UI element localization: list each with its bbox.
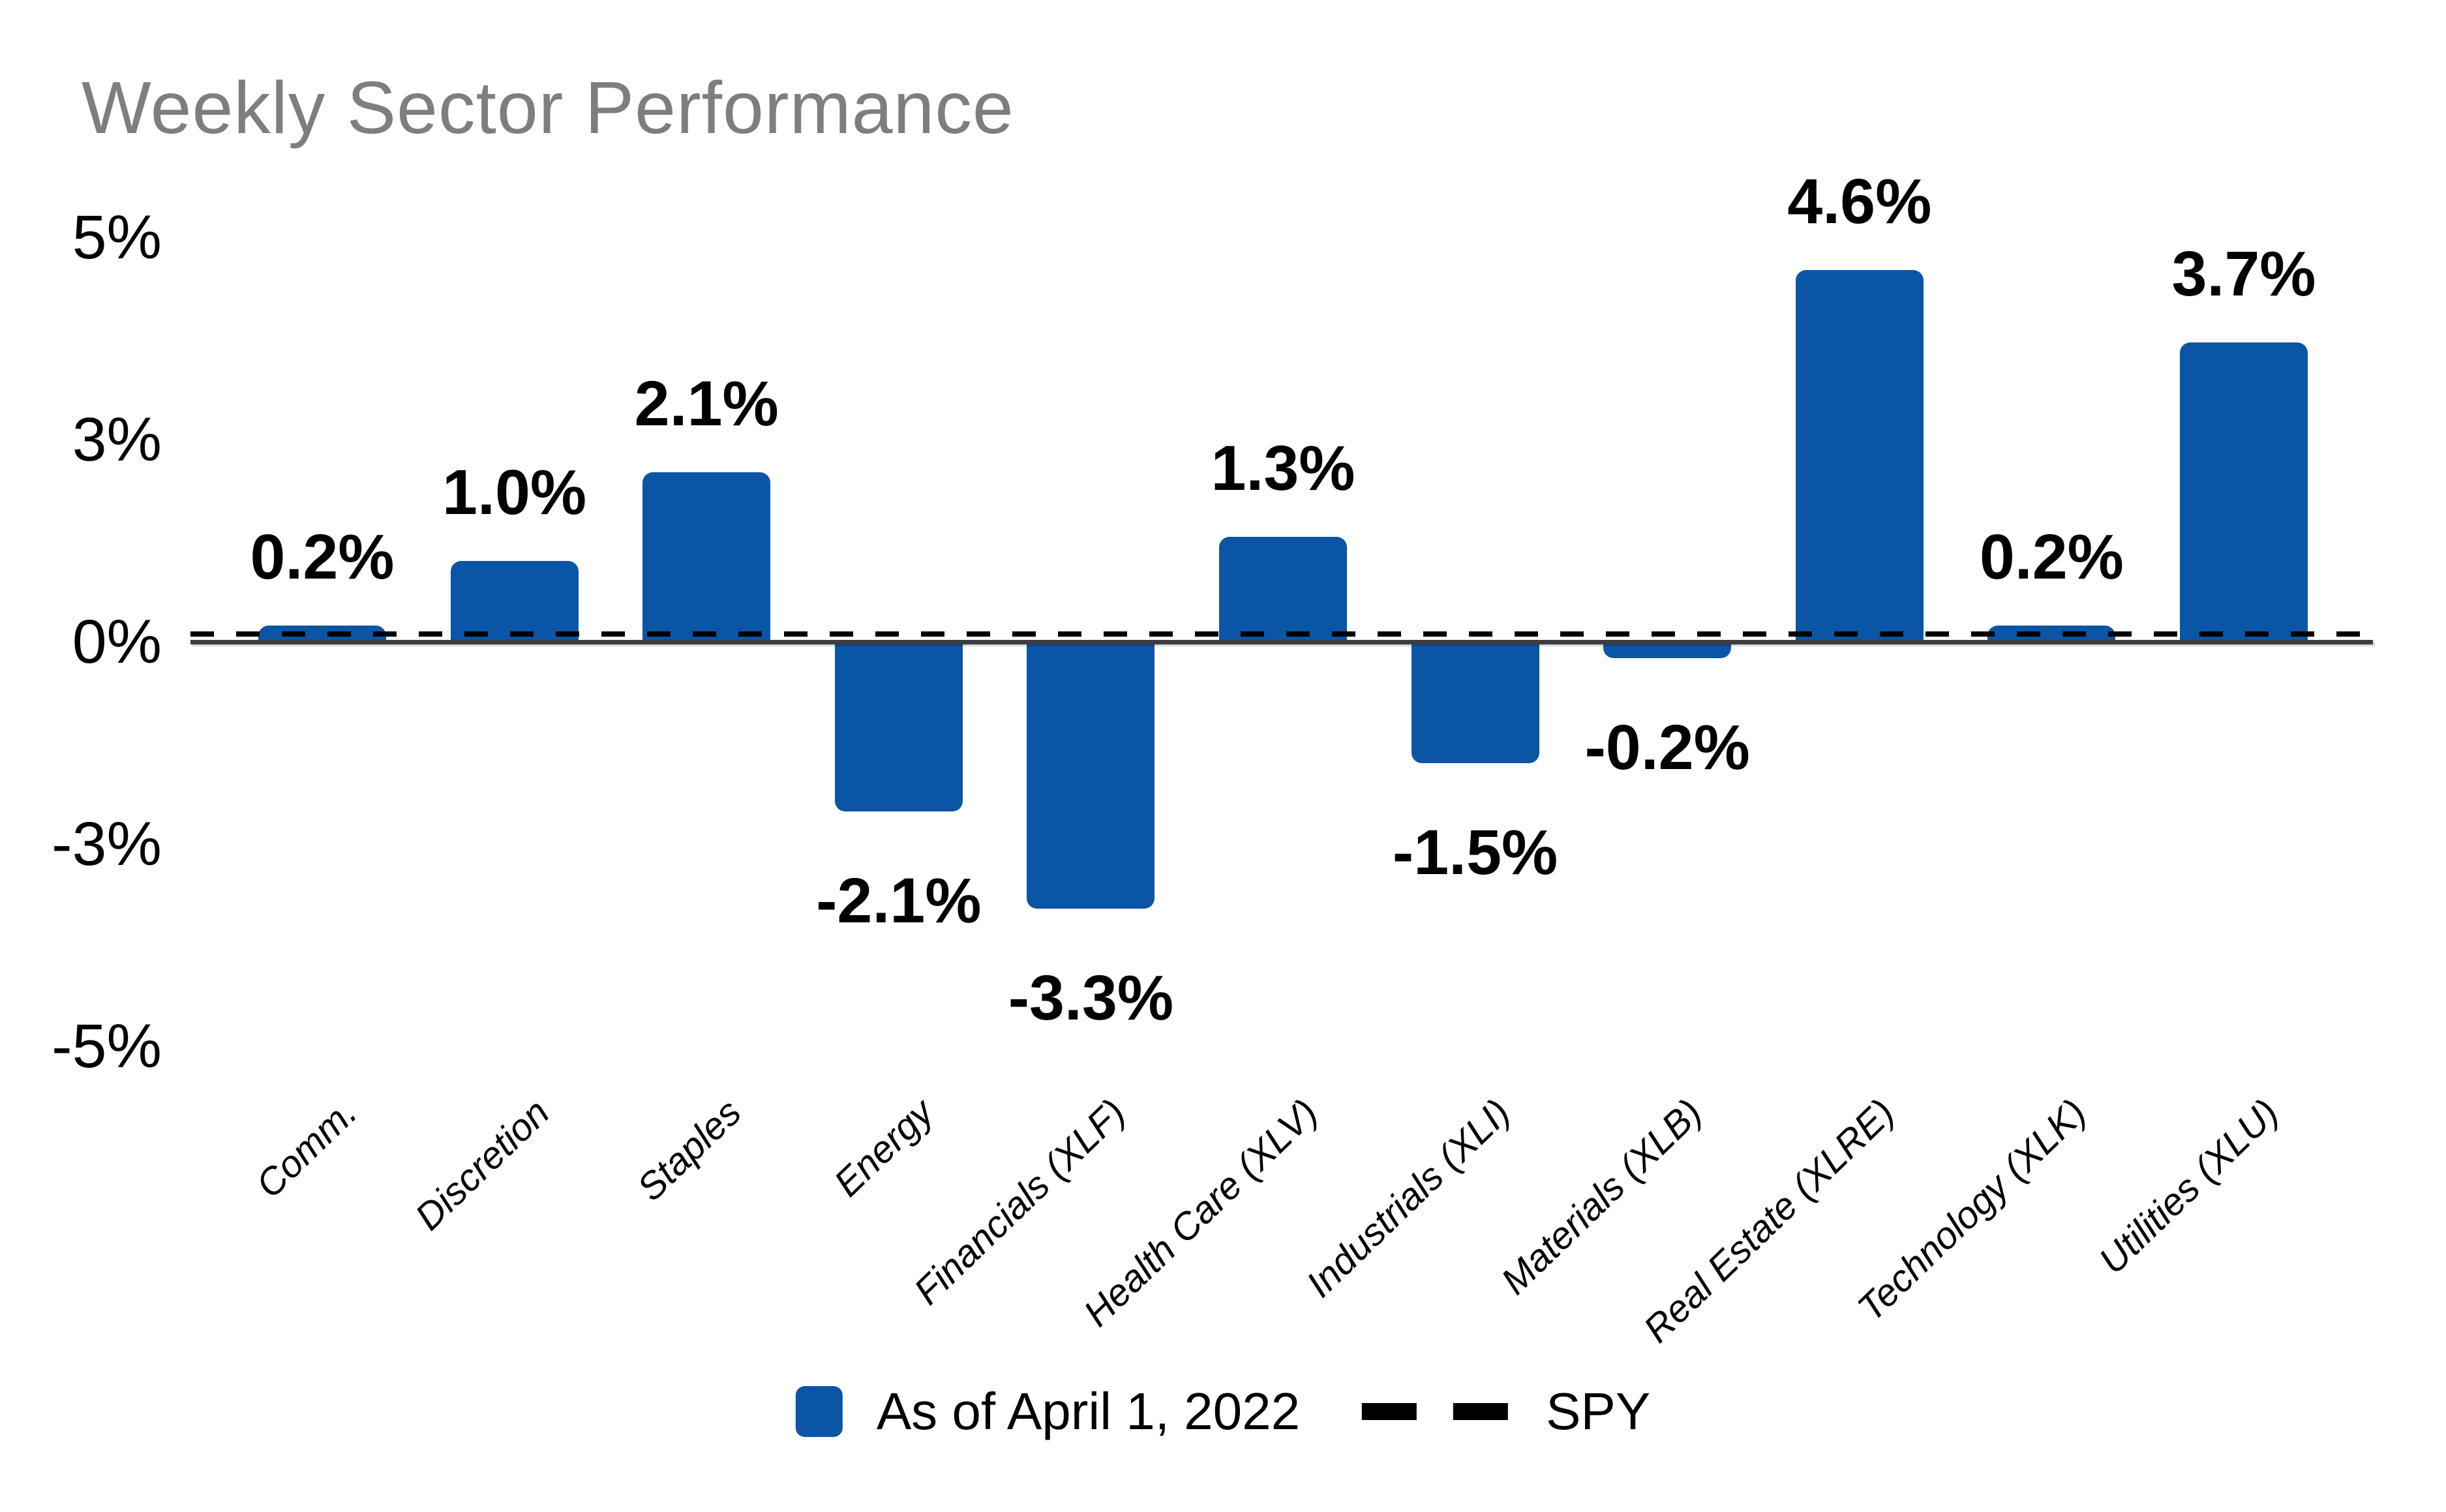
category-label-utilities-xlu: Utilities (XLU)	[2091, 1091, 2287, 1282]
value-label-real-estate-xlre: 4.6%	[1787, 165, 1932, 237]
bar-financials-xlf	[1027, 642, 1155, 909]
category-label-staples: Staples	[629, 1091, 749, 1209]
legend-spy-label: SPY	[1546, 1382, 1651, 1440]
value-label-energy: -2.1%	[816, 865, 982, 937]
value-label-industrials-xli: -1.5%	[1392, 817, 1558, 888]
y-tick-0: 0%	[72, 607, 162, 676]
bar-energy	[834, 642, 963, 812]
value-label-materials-xlb: -0.2%	[1584, 711, 1750, 783]
bar-health-care-xlv	[1219, 536, 1347, 642]
x-axis-line	[190, 640, 2373, 644]
value-label-discretion: 1.0%	[442, 457, 587, 528]
legend-series-label: As of April 1, 2022	[876, 1382, 1301, 1440]
y-tick-5: 5%	[72, 202, 162, 272]
category-label-discretion: Discretion	[406, 1091, 558, 1239]
value-label-utilities-xlu: 3.7%	[2171, 238, 2316, 310]
bar-materials-xlb	[1603, 642, 1732, 658]
y-tick-3: -3%	[52, 809, 162, 879]
bar-utilities-xlu	[2180, 342, 2308, 642]
category-label-financials-xlf: Financials (XLF)	[906, 1091, 1134, 1313]
value-label-financials-xlf: -3.3%	[1008, 962, 1174, 1034]
bar-industrials-xli	[1411, 642, 1539, 763]
category-label-materials-xlb: Materials (XLB)	[1493, 1091, 1710, 1303]
category-label-industrials-xli: Industrials (XLI)	[1298, 1091, 1518, 1306]
y-tick-3: 3%	[72, 404, 162, 474]
legend: As of April 1, 2022 SPY	[795, 1382, 1651, 1440]
value-label-health-care-xlv: 1.3%	[1211, 432, 1355, 504]
chart-title: Weekly Sector Performance	[82, 67, 1014, 149]
value-label-technology-xlk: 0.2%	[1979, 521, 2124, 593]
bar-staples	[642, 472, 771, 642]
value-label-staples: 2.1%	[634, 367, 779, 439]
category-label-energy: Energy	[826, 1091, 942, 1205]
spy-reference-line	[190, 631, 2374, 637]
category-label-comm: Comm.	[248, 1091, 365, 1207]
value-label-comm: 0.2%	[250, 521, 395, 593]
bar-real-estate-xlre	[1795, 269, 1924, 642]
legend-dash-segment	[1453, 1403, 1509, 1420]
bar-discretion	[450, 561, 579, 642]
legend-dashed-line-icon	[1362, 1403, 1509, 1420]
legend-dash-segment	[1362, 1403, 1417, 1420]
y-tick-5: -5%	[52, 1011, 162, 1081]
legend-bar-swatch-icon	[795, 1386, 843, 1437]
